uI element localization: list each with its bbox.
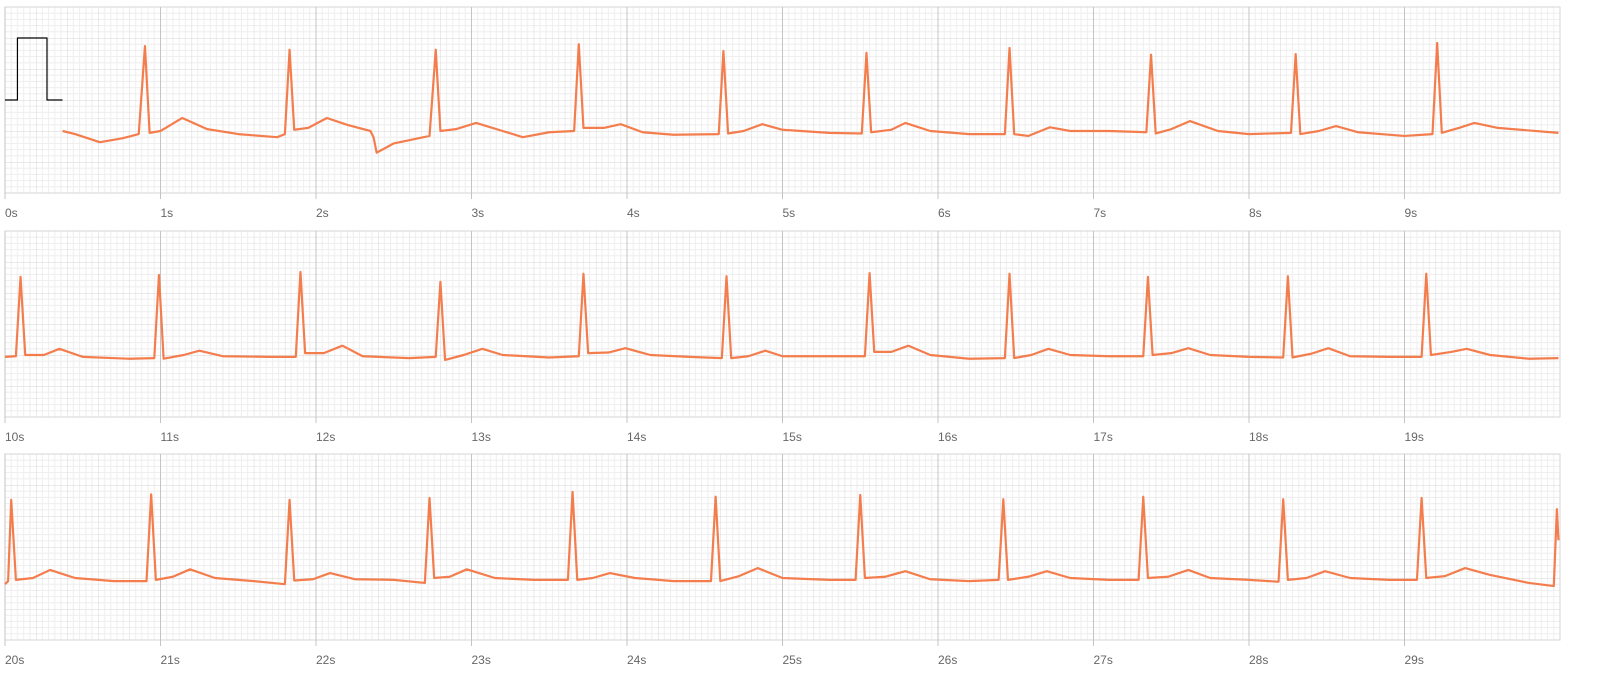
x-tick-label: 28s — [1249, 653, 1268, 667]
x-tick-label: 29s — [1405, 653, 1424, 667]
x-tick-label: 24s — [627, 653, 646, 667]
x-tick-label: 20s — [5, 653, 24, 667]
x-tick-label: 9s — [1405, 206, 1418, 220]
x-tick-label: 27s — [1094, 653, 1113, 667]
x-tick-label: 11s — [161, 430, 179, 444]
x-tick-label: 23s — [472, 653, 491, 667]
x-tick-label: 6s — [938, 206, 951, 220]
x-tick-label: 8s — [1249, 206, 1262, 220]
x-tick-label: 5s — [783, 206, 796, 220]
x-tick-label: 1s — [161, 206, 174, 220]
calibration-pulse — [5, 37, 63, 101]
x-tick-label: 12s — [316, 430, 335, 444]
x-tick-label: 0s — [5, 206, 18, 220]
x-tick-label: 26s — [938, 653, 957, 667]
x-tick-label: 4s — [627, 206, 640, 220]
x-tick-label: 21s — [161, 653, 180, 667]
x-tick-label: 14s — [627, 430, 646, 444]
ecg-trace — [4, 490, 1560, 588]
x-tick-label: 7s — [1094, 206, 1107, 220]
x-tick-label: 18s — [1249, 430, 1268, 444]
x-tick-label: 25s — [783, 653, 802, 667]
x-tick-label: 15s — [783, 430, 802, 444]
x-tick-label: 22s — [316, 653, 335, 667]
x-tick-label: 13s — [472, 430, 491, 444]
x-tick-label: 16s — [938, 430, 957, 444]
x-tick-label: 19s — [1405, 430, 1424, 444]
x-tick-label: 10s — [5, 430, 24, 444]
x-tick-label: 3s — [472, 206, 485, 220]
x-tick-label: 17s — [1094, 430, 1113, 444]
ecg-trace — [62, 41, 1559, 154]
x-tick-label: 2s — [316, 206, 329, 220]
ecg-trace — [4, 270, 1559, 362]
